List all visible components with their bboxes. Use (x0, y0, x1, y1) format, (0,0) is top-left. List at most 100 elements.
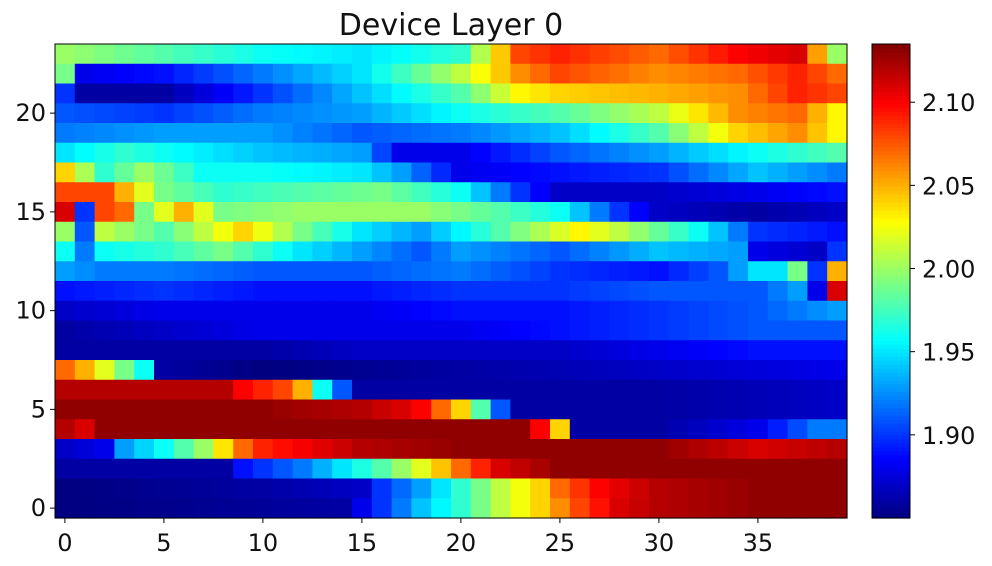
colorbar-segment (872, 91, 910, 96)
heatmap-cell (550, 419, 571, 440)
heatmap-cell (510, 281, 531, 302)
heatmap-cell (371, 340, 393, 361)
heatmap-cell (411, 379, 432, 401)
heatmap-cell (391, 281, 412, 302)
heatmap-cell (629, 379, 650, 401)
heatmap-cell (352, 142, 373, 164)
heatmap-cell (114, 142, 135, 164)
heatmap-cell (213, 261, 234, 282)
heatmap-cell (589, 83, 610, 104)
heatmap-cell (173, 281, 195, 302)
colorbar-segment (872, 435, 910, 440)
heatmap-cell (451, 162, 472, 183)
heatmap-cell (431, 142, 452, 164)
colorbar-segment (872, 265, 910, 270)
heatmap-cell (371, 83, 393, 104)
heatmap-cell (451, 202, 472, 223)
heatmap-cell (352, 162, 373, 183)
heatmap-cell (530, 458, 551, 480)
colorbar-segment (872, 249, 910, 254)
heatmap-cell (569, 340, 591, 361)
colorbar-segment (872, 126, 910, 132)
heatmap-cell (530, 63, 551, 85)
heatmap-cell (470, 182, 492, 203)
heatmap-cell (688, 261, 709, 282)
heatmap-cell (431, 300, 452, 322)
heatmap-cell (213, 300, 234, 322)
heatmap-cell (688, 458, 709, 480)
heatmap-cell (292, 182, 313, 203)
colorbar-segment (872, 261, 910, 266)
heatmap-cell (371, 221, 393, 243)
heatmap-cell (55, 182, 76, 203)
colorbar-segment (872, 454, 910, 460)
heatmap-cell (193, 182, 214, 203)
heatmap-cell (134, 261, 155, 282)
heatmap-cell (688, 63, 709, 85)
heatmap-cell (668, 320, 690, 341)
heatmap-cell (193, 320, 214, 341)
heatmap-cell (411, 202, 432, 223)
heatmap-cell (55, 162, 76, 183)
heatmap-cell (510, 83, 531, 104)
heatmap-cell (589, 103, 610, 124)
heatmap-cell (292, 221, 313, 243)
heatmap-cell (569, 142, 591, 164)
heatmap-cell (94, 320, 115, 341)
colorbar-segment (872, 498, 910, 503)
heatmap-cell (352, 360, 373, 381)
heatmap-cell (292, 340, 313, 361)
heatmap-cell (114, 202, 135, 223)
heatmap-cell (550, 182, 571, 203)
heatmap-cell (371, 498, 393, 519)
heatmap-cell (589, 300, 610, 322)
heatmap-cell (688, 44, 709, 65)
heatmap-cell (233, 419, 254, 440)
heatmap-cell (748, 142, 769, 164)
heatmap-cell (530, 221, 551, 243)
heatmap-cell (470, 320, 492, 341)
heatmap-cell (134, 340, 155, 361)
heatmap-cell (272, 221, 294, 243)
heatmap-cell (451, 241, 472, 262)
heatmap-cell (154, 320, 175, 341)
heatmap-cell (411, 142, 432, 164)
y-tick-label: 15 (15, 198, 46, 226)
heatmap-cell (213, 439, 234, 460)
heatmap-cell (193, 162, 214, 183)
heatmap-cell (173, 340, 195, 361)
heatmap-cell (352, 379, 373, 401)
heatmap-cell (371, 439, 393, 460)
heatmap-cell (213, 123, 234, 144)
heatmap-cell (748, 320, 769, 341)
colorbar-segment (872, 403, 910, 408)
heatmap-cell (114, 360, 135, 381)
colorbar-segment (872, 300, 910, 306)
heatmap-cell (74, 419, 96, 440)
heatmap-cell (411, 498, 432, 519)
heatmap-cell (134, 360, 155, 381)
heatmap-cell (253, 261, 274, 282)
heatmap-cell (767, 63, 789, 85)
heatmap-cell (649, 379, 670, 401)
colorbar-segment (872, 371, 910, 377)
heatmap-cell (173, 63, 195, 85)
heatmap-cell (431, 419, 452, 440)
heatmap-cell (213, 103, 234, 124)
heatmap-cell (55, 221, 76, 243)
heatmap-cell (649, 123, 670, 144)
heatmap-cell (292, 300, 313, 322)
heatmap-cell (312, 202, 333, 223)
heatmap-cell (272, 439, 294, 460)
colorbar-segment (872, 462, 910, 468)
heatmap-cell (55, 123, 76, 144)
heatmap-cell (609, 379, 630, 401)
heatmap-cell (213, 182, 234, 203)
heatmap-cell (154, 281, 175, 302)
heatmap-cell (272, 340, 294, 361)
heatmap-cell (728, 281, 749, 302)
heatmap-cell (728, 241, 749, 262)
heatmap-cell (233, 281, 254, 302)
heatmap-cell (173, 478, 195, 499)
colorbar-segment (872, 134, 910, 140)
